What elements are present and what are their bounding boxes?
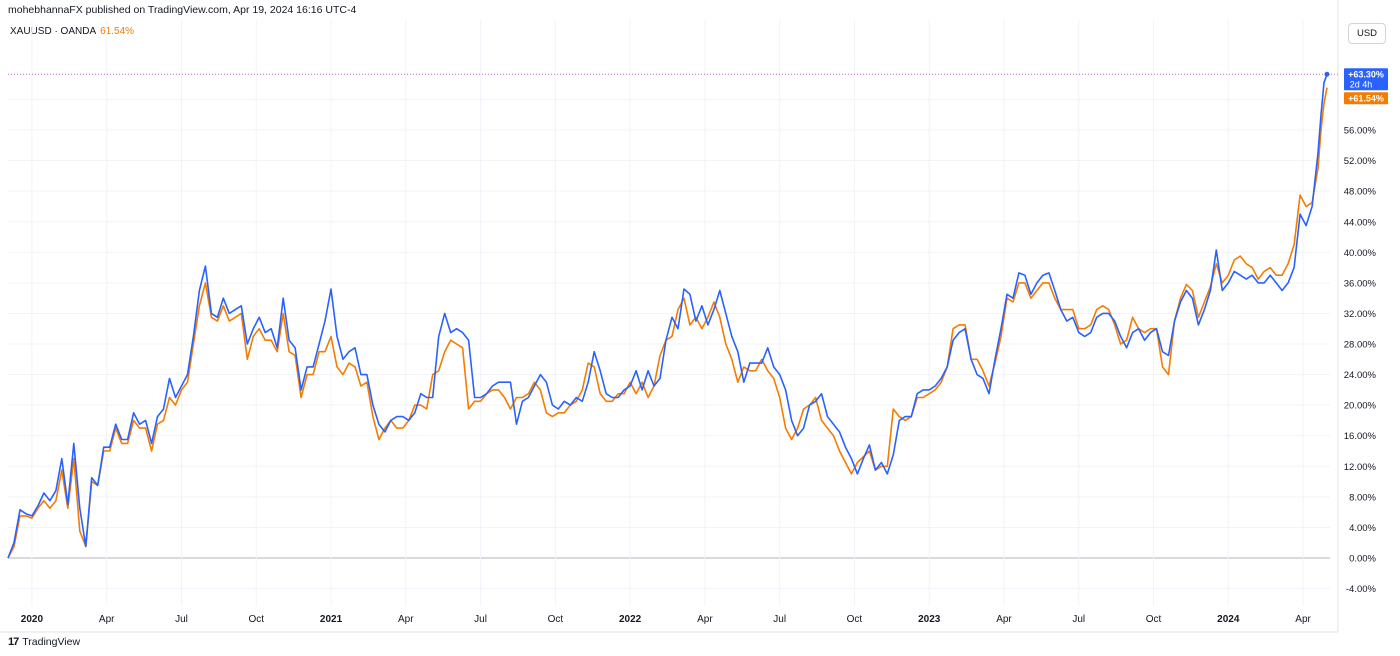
- y-tick-label: 52.00%: [1344, 156, 1377, 167]
- y-tick-label: 32.00%: [1344, 309, 1377, 320]
- orange-value-label: +61.54%: [1348, 93, 1384, 103]
- y-tick-label: 20.00%: [1344, 401, 1377, 412]
- x-tick-label: Apr: [697, 614, 713, 625]
- x-tick-label: Jul: [1072, 614, 1085, 625]
- y-tick-label: 40.00%: [1344, 248, 1377, 259]
- y-tick-label: 4.00%: [1349, 523, 1376, 534]
- x-tick-label: Apr: [398, 614, 414, 625]
- last-point-marker: [1324, 71, 1330, 77]
- y-tick-label: 8.00%: [1349, 492, 1376, 503]
- x-tick-label: 2021: [320, 614, 343, 625]
- y-tick-label: 16.00%: [1344, 431, 1377, 442]
- x-tick-label: 2022: [619, 614, 642, 625]
- x-tick-label: Apr: [1295, 614, 1311, 625]
- orange-series-line: [7, 87, 1328, 559]
- y-tick-label: 56.00%: [1344, 126, 1377, 137]
- y-tick-label: 24.00%: [1344, 370, 1377, 381]
- currency-button[interactable]: USD: [1348, 23, 1386, 44]
- y-tick-label: 0.00%: [1349, 553, 1376, 564]
- x-tick-label: Oct: [548, 614, 564, 625]
- x-tick-label: Oct: [248, 614, 264, 625]
- blue-value-label: +63.30%: [1348, 69, 1384, 79]
- y-tick-label: 12.00%: [1344, 462, 1377, 473]
- x-tick-label: Apr: [996, 614, 1012, 625]
- x-tick-label: Jul: [474, 614, 487, 625]
- y-tick-label: 28.00%: [1344, 340, 1377, 351]
- symbol-name: XAUUSD · OANDA: [10, 26, 97, 37]
- x-tick-label: 2020: [21, 614, 44, 625]
- x-tick-label: Jul: [175, 614, 188, 625]
- x-tick-label: 2024: [1217, 614, 1240, 625]
- blue-value-badge: [1344, 68, 1388, 91]
- publisher-caption: mohebhannaFX published on TradingView.co…: [8, 4, 357, 16]
- symbol-percent: 61.54%: [100, 26, 135, 37]
- y-tick-label: -4.00%: [1346, 584, 1377, 595]
- brand-name: TradingView: [22, 636, 81, 648]
- x-tick-label: Jul: [773, 614, 786, 625]
- x-tick-label: Apr: [99, 614, 115, 625]
- x-tick-label: 2023: [918, 614, 941, 625]
- blue-series-line: [7, 74, 1328, 559]
- orange-value-badge: [1344, 92, 1388, 105]
- x-tick-label: Oct: [847, 614, 863, 625]
- time-left-label: 2d 4h: [1350, 79, 1373, 89]
- tv-logo-icon: 17: [8, 636, 19, 648]
- symbol-legend[interactable]: XAUUSD · OANDA 61.54%: [10, 26, 134, 37]
- y-tick-label: 48.00%: [1344, 187, 1377, 198]
- tradingview-logo[interactable]: 17 TradingView: [8, 636, 80, 648]
- y-tick-label: 44.00%: [1344, 217, 1377, 228]
- x-tick-label: Oct: [1146, 614, 1162, 625]
- y-tick-label: 36.00%: [1344, 278, 1377, 289]
